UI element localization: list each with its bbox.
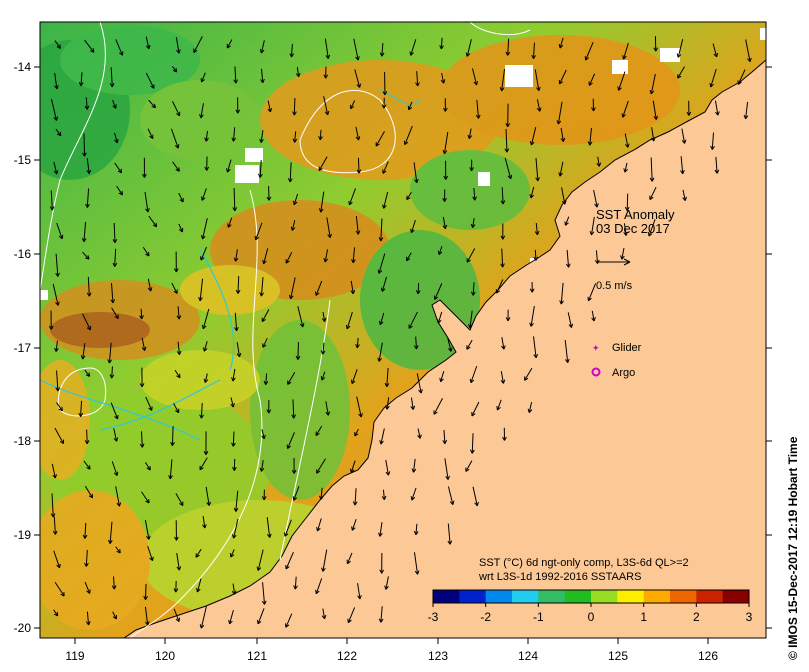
velocity-scale-arrow	[596, 258, 631, 266]
x-tick-label: 124	[518, 649, 538, 663]
coastline	[123, 59, 766, 638]
y-tick-label: -20	[14, 621, 32, 635]
colorbar-swatch	[643, 590, 671, 603]
caption-line2: wrt L3S-1d 1992-2016 SSTAARS	[478, 571, 641, 583]
colorbar-swatch	[722, 590, 750, 603]
legend-argo: Argo	[591, 367, 635, 379]
map-title-line2: 03 Dec 2017	[596, 221, 670, 236]
argo-marker-icon	[591, 367, 601, 377]
caption-line1: SST (°C) 6d ngt-only comp, L3S-6d QL>=2	[479, 557, 689, 569]
colorbar-swatch	[459, 590, 487, 603]
x-tick-label: 123	[428, 649, 448, 663]
y-tick-label: -17	[14, 341, 32, 355]
colorbar-tick-label: 1	[640, 610, 647, 624]
glider-marker-icon: ✦	[592, 343, 600, 353]
y-tick-label: -18	[14, 434, 32, 448]
x-tick-label: 126	[698, 649, 718, 663]
colorbar-swatch	[617, 590, 645, 603]
y-tick-label: -19	[14, 528, 32, 542]
x-tick-label: 125	[608, 649, 628, 663]
colorbar-swatch	[485, 590, 513, 603]
y-tick-label: -14	[14, 60, 32, 74]
colorbar-swatch	[591, 590, 618, 603]
current-vectors	[48, 36, 752, 629]
colorbar-tick-label: 2	[693, 610, 700, 624]
velocity-scale-label: 0.5 m/s	[596, 280, 633, 292]
colorbar-tick-label: -1	[533, 610, 544, 624]
map-frame	[39, 21, 767, 639]
x-tick-label: 122	[337, 649, 357, 663]
colorbar	[432, 589, 750, 604]
colorbar-swatch	[433, 590, 460, 603]
colorbar-swatch	[696, 590, 724, 603]
map-title-line1: SST Anomaly	[596, 207, 675, 222]
legend-glider-label: Glider	[612, 342, 642, 354]
x-tick-label: 121	[247, 649, 267, 663]
colorbar-tick-label: -3	[428, 610, 439, 624]
y-tick-label: -15	[14, 153, 32, 167]
imos-credit: © IMOS 15-Dec-2017 12:19 Hobart Time	[786, 436, 800, 660]
x-axis: 119 120 121 122 123 124 125 126	[65, 638, 718, 663]
colorbar-swatch	[670, 590, 697, 603]
colorbar-tick-label: -2	[480, 610, 491, 624]
colorbar-ticks: -3 -2 -1 0 1 2 3	[428, 603, 753, 624]
colorbar-swatch	[538, 590, 566, 603]
x-tick-label: 119	[65, 649, 84, 663]
colorbar-swatch	[512, 590, 539, 603]
colorbar-tick-label: 3	[746, 610, 753, 624]
land-mass	[124, 60, 766, 638]
y-axis: -14-15-16-17-18-19-20	[14, 60, 772, 635]
legend-glider: ✦ Glider	[592, 342, 642, 354]
x-tick-label: 120	[155, 649, 175, 663]
y-tick-label: -16	[14, 247, 32, 261]
colorbar-swatch	[564, 590, 592, 603]
colorbar-tick-label: 0	[588, 610, 595, 624]
map-plot-area	[40, 22, 766, 638]
legend-argo-label: Argo	[612, 367, 635, 379]
